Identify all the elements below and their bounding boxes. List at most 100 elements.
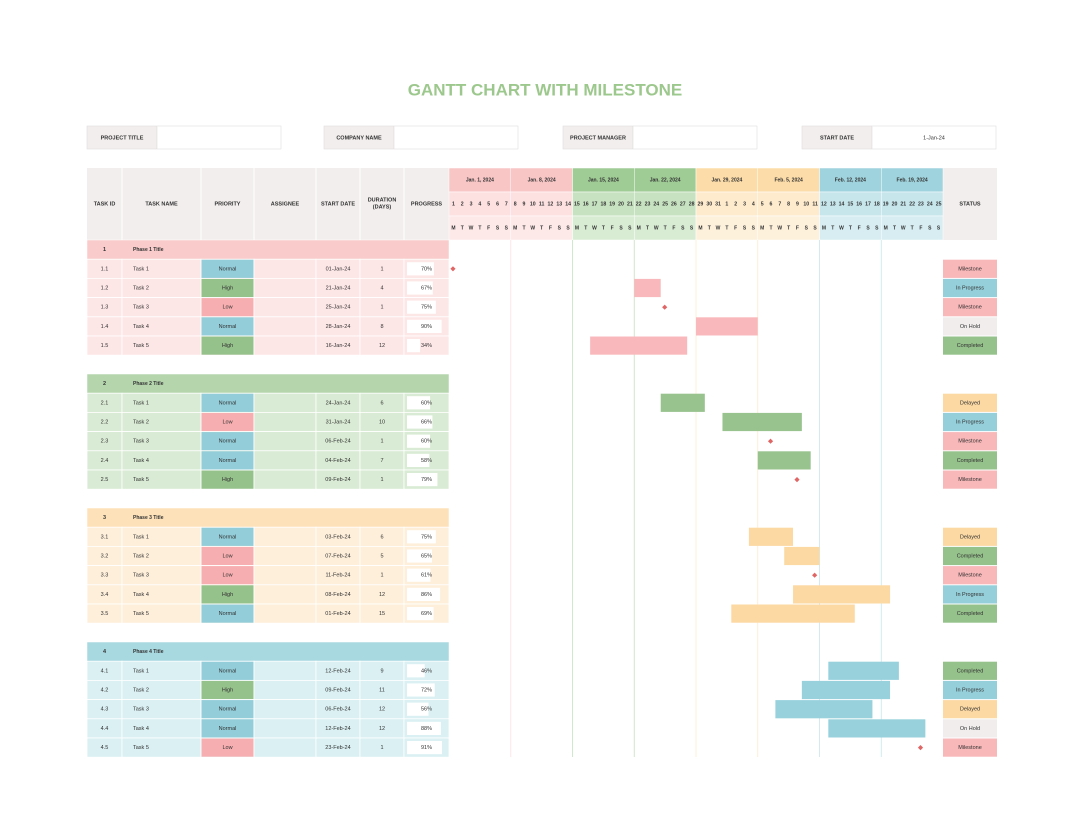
status-cell xyxy=(943,451,997,470)
day-number: 6 xyxy=(770,201,773,207)
task-status: Completed xyxy=(957,343,984,349)
priority-cell xyxy=(201,298,254,317)
task-priority: High xyxy=(222,687,233,693)
priority-cell xyxy=(201,432,254,451)
day-number: 14 xyxy=(565,201,571,207)
milestone xyxy=(450,266,456,272)
task-status: Delayed xyxy=(960,707,980,713)
task-duration: 1 xyxy=(380,266,383,272)
task-name: Task 1 xyxy=(133,400,149,406)
phase-title: Phase 1 Title xyxy=(133,247,164,253)
weekday-letter: W xyxy=(839,225,844,231)
task-progress: 86% xyxy=(421,592,432,598)
day-number: 18 xyxy=(600,201,606,207)
day-number: 15 xyxy=(574,201,580,207)
day-number: 23 xyxy=(918,201,924,207)
progress-bar xyxy=(407,530,436,544)
task-duration: 8 xyxy=(380,324,383,330)
progress-bar xyxy=(407,683,435,697)
weekday-letter: F xyxy=(672,225,675,231)
phase-id: 1 xyxy=(103,247,106,253)
weekday-letter: T xyxy=(849,225,852,231)
progress-bar xyxy=(407,319,442,333)
priority-cell xyxy=(201,317,254,336)
day-number: 4 xyxy=(752,201,755,207)
milestone xyxy=(662,304,668,310)
header-bg xyxy=(87,168,449,240)
task-name: Task 4 xyxy=(133,458,149,464)
day-number: 29 xyxy=(698,201,704,207)
weekday-letter: S xyxy=(496,225,500,231)
cell xyxy=(253,469,317,490)
day-number: 12 xyxy=(548,201,554,207)
task-progress: 65% xyxy=(421,553,432,559)
day-number: 9 xyxy=(523,201,526,207)
progress-bar xyxy=(407,396,431,410)
day-number: 21 xyxy=(900,201,906,207)
task-duration: 10 xyxy=(379,419,385,425)
column-header: PROGRESS xyxy=(411,201,443,207)
task-priority: Low xyxy=(222,745,232,751)
day-number: 17 xyxy=(865,201,871,207)
phase-id: 4 xyxy=(103,649,107,655)
task-status: In Progress xyxy=(956,419,984,425)
task-name: Task 3 xyxy=(133,439,149,445)
day-number: 4 xyxy=(478,201,481,207)
weekday-band xyxy=(634,215,697,241)
task-progress: 61% xyxy=(421,573,432,579)
task-name: Task 1 xyxy=(133,668,149,674)
day-number: 21 xyxy=(627,201,633,207)
task-progress: 58% xyxy=(421,458,432,464)
task-id: 4.5 xyxy=(101,745,109,751)
week-header xyxy=(757,167,820,193)
task-start: 21-Jan-24 xyxy=(326,285,351,291)
task-id: 2.4 xyxy=(101,458,109,464)
day-number: 11 xyxy=(539,201,545,207)
cell xyxy=(253,431,317,452)
task-progress: 66% xyxy=(421,419,432,425)
task-id: 4.2 xyxy=(101,687,109,693)
task-id: 3.2 xyxy=(101,553,109,559)
task-bar xyxy=(828,661,899,680)
weekday-letter: W xyxy=(530,225,535,231)
task-progress: 46% xyxy=(421,668,432,674)
week-header xyxy=(572,167,635,193)
task-bar xyxy=(634,278,661,298)
weekday-letter: S xyxy=(619,225,623,231)
day-number: 15 xyxy=(847,201,853,207)
weekday-letter: M xyxy=(822,225,826,231)
day-number: 12 xyxy=(821,201,827,207)
phase-id: 3 xyxy=(103,515,106,521)
cell xyxy=(253,316,317,337)
task-duration: 12 xyxy=(379,343,385,349)
day-number: 17 xyxy=(592,201,598,207)
weekday-letter: S xyxy=(505,225,509,231)
weekday-letter: T xyxy=(461,225,464,231)
weekday-letter: M xyxy=(760,225,764,231)
priority-cell xyxy=(201,470,254,489)
status-cell xyxy=(943,719,997,738)
weekday-letter: T xyxy=(893,225,896,231)
task-priority: Normal xyxy=(219,534,237,540)
page-title: GANTT CHART WITH MILESTONE xyxy=(408,80,683,99)
day-band xyxy=(819,191,882,217)
cell xyxy=(253,335,317,356)
task-progress: 88% xyxy=(421,726,432,732)
priority-cell xyxy=(201,412,254,432)
task-id: 3.5 xyxy=(101,611,109,617)
week-header xyxy=(695,167,758,193)
weekday-letter: M xyxy=(698,225,702,231)
progress-bar xyxy=(407,587,441,601)
day-number: 16 xyxy=(856,201,862,207)
weekday-letter: F xyxy=(734,225,737,231)
task-duration: 4 xyxy=(380,285,383,291)
task-bar xyxy=(696,317,758,336)
task-progress: 90% xyxy=(421,324,432,330)
task-start: 01-Jan-24 xyxy=(326,266,351,272)
column-header: TASK ID xyxy=(94,201,116,207)
task-status: On Hold xyxy=(960,726,980,732)
progress-bar xyxy=(407,702,429,716)
task-priority: Low xyxy=(222,573,232,579)
day-number: 13 xyxy=(830,201,836,207)
cell xyxy=(253,297,317,318)
